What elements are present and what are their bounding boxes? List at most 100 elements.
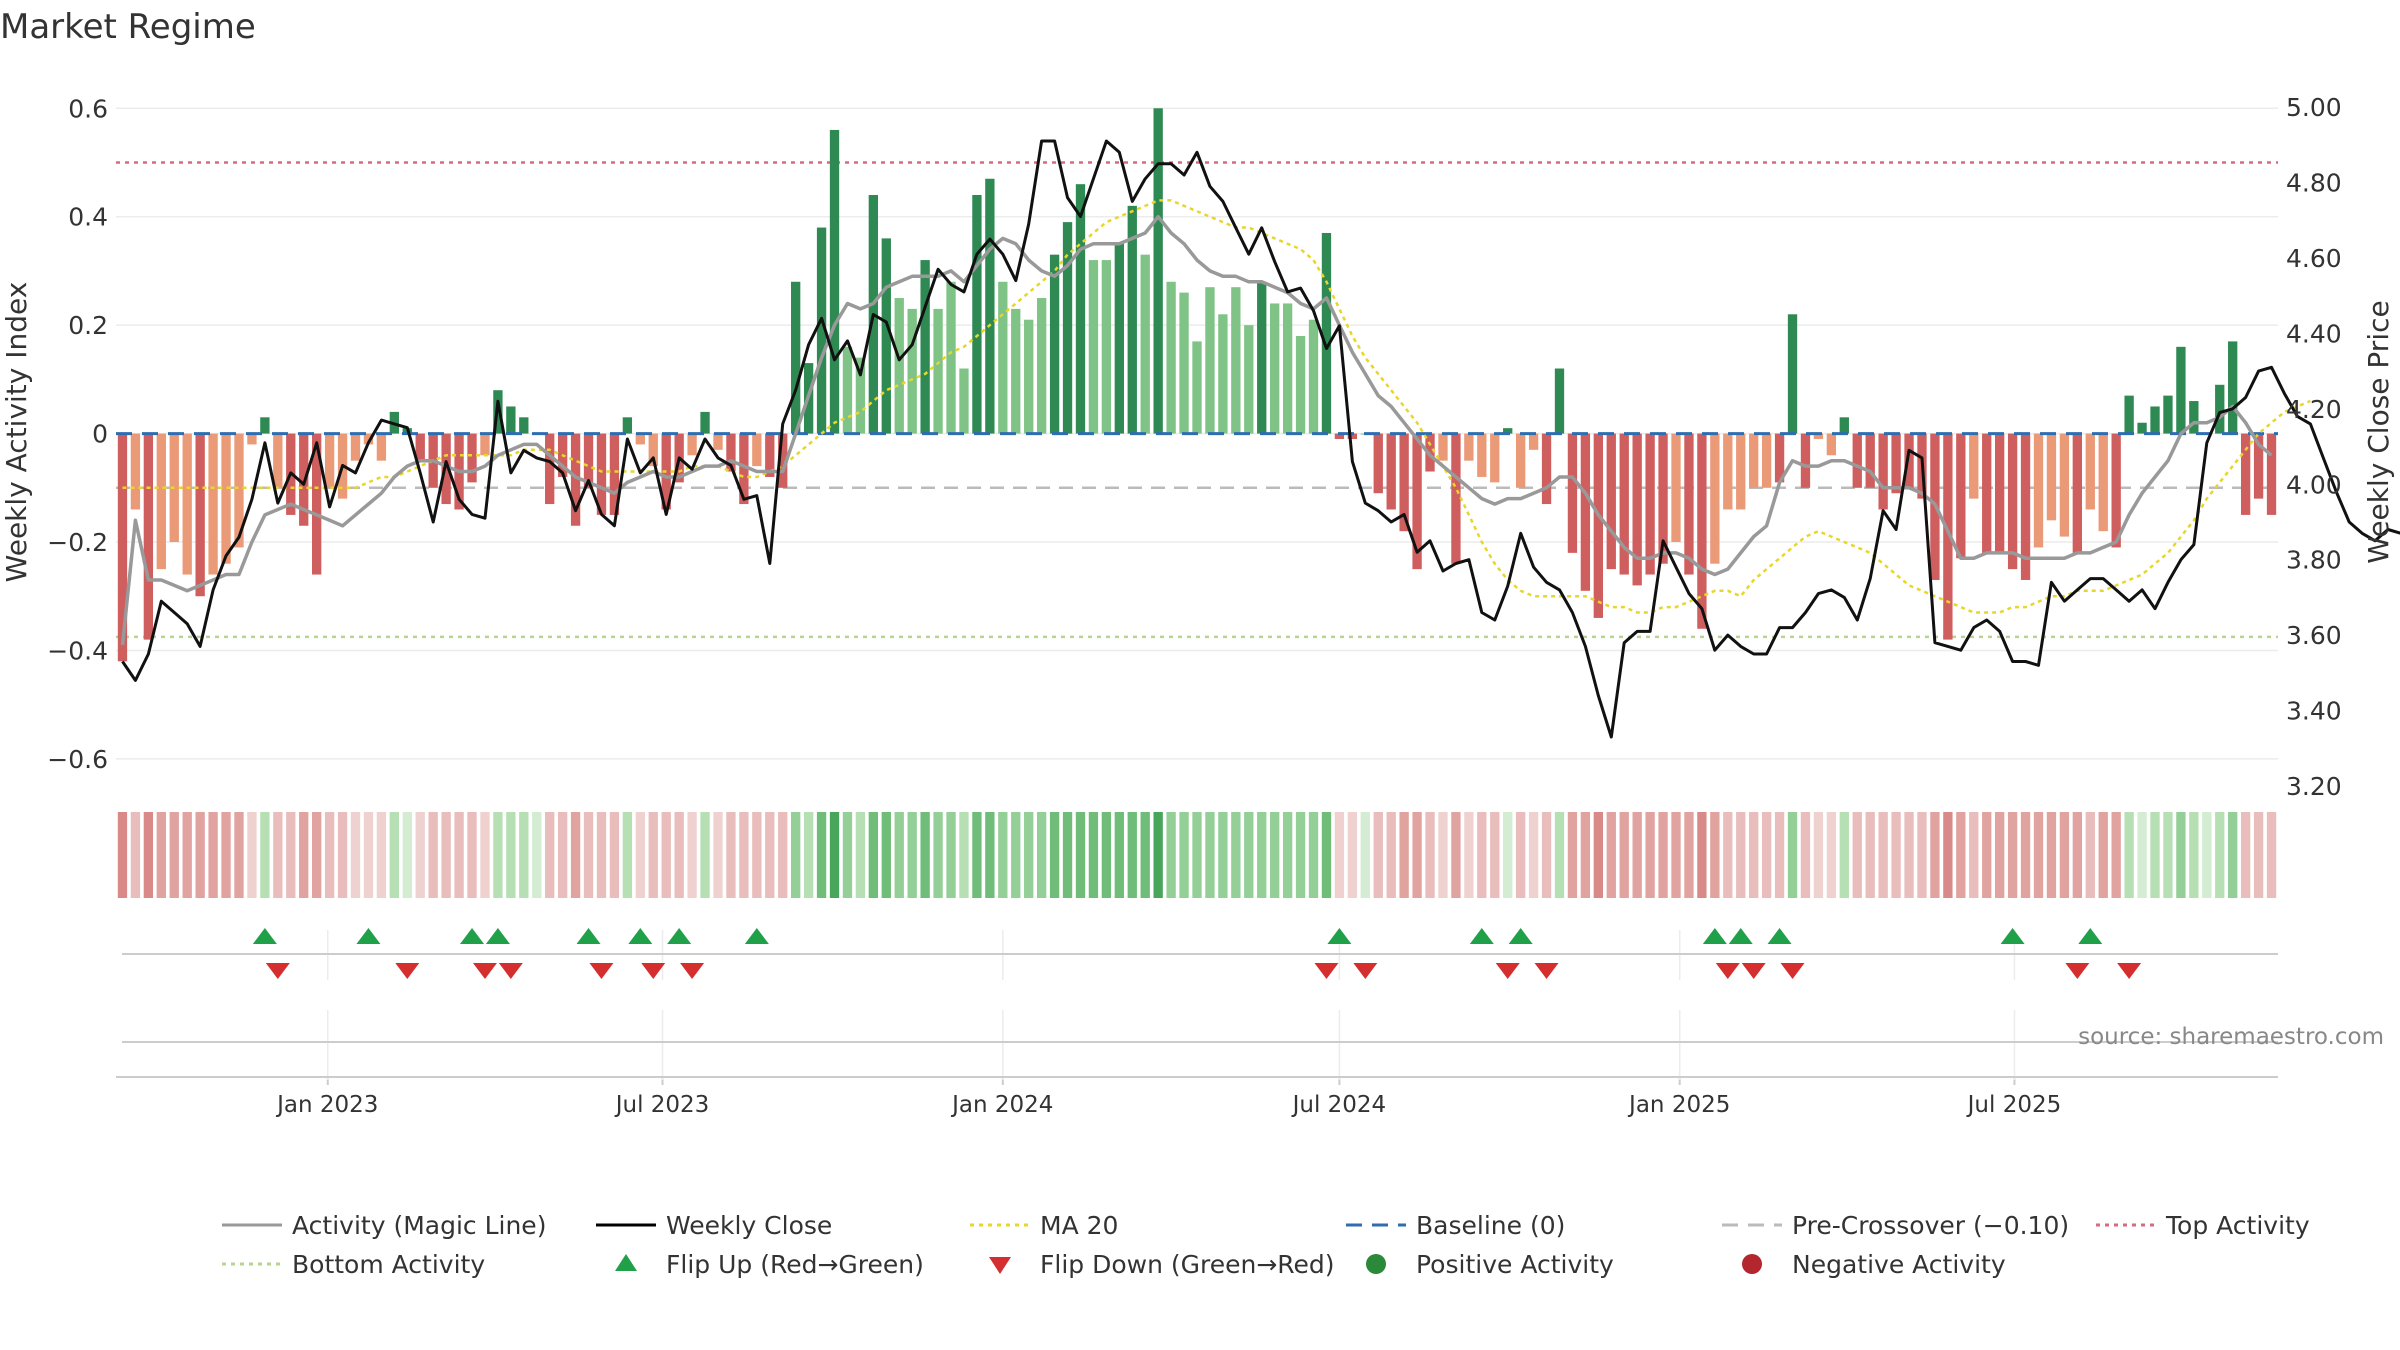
regime-strip-cell [752, 812, 762, 898]
activity-bar [985, 178, 995, 434]
activity-bar [1969, 433, 1979, 499]
y-right-tick-label: 3.40 [2286, 697, 2342, 726]
regime-strip-cell [1451, 812, 1461, 898]
legend-item: Positive Activity [1366, 1250, 1614, 1279]
regime-strip-cell [1749, 812, 1759, 898]
legend-label: Weekly Close [666, 1211, 832, 1240]
y-left-tick-label: 0 [92, 420, 108, 449]
regime-strip-cell [441, 812, 451, 898]
activity-bar [2137, 422, 2147, 434]
regime-strip-cell [1606, 812, 1616, 898]
legend-label: MA 20 [1040, 1211, 1118, 1240]
y-left-tick-label: −0.4 [47, 636, 108, 665]
regime-strip-cell [1852, 812, 1862, 898]
activity-bar [2228, 341, 2238, 434]
activity-bar [2240, 433, 2251, 515]
activity-bar [1528, 433, 1539, 450]
regime-strip-cell [480, 812, 490, 898]
regime-strip-cell [247, 812, 257, 898]
activity-bar [208, 433, 218, 575]
regime-strip-cell [2059, 812, 2070, 898]
legend-label: Activity (Magic Line) [292, 1211, 546, 1240]
flip-up-marker [2000, 928, 2025, 944]
activity-bar [1865, 433, 1875, 488]
activity-bar [350, 433, 361, 461]
legend-label: Baseline (0) [1416, 1211, 1565, 1240]
flip-down-marker [2065, 963, 2090, 979]
activity-bar [894, 298, 904, 434]
regime-strip-cell [376, 812, 387, 898]
regime-strip-cell [855, 812, 866, 898]
regime-strip-cell [726, 812, 736, 898]
activity-bar [545, 433, 555, 505]
regime-strip-cell [1257, 812, 1267, 898]
legend-label: Pre-Crossover (−0.10) [1792, 1211, 2069, 1240]
regime-strip-cell [2046, 812, 2057, 898]
regime-strip-cell [1645, 812, 1655, 898]
regime-strip-cell [2189, 812, 2199, 898]
regime-strip-cell [1244, 812, 1254, 898]
activity-bar [1295, 335, 1306, 434]
activity-bar [1062, 222, 1073, 434]
regime-strip-cell [1761, 812, 1772, 898]
activity-bar [324, 433, 335, 488]
regime-strip-cell [907, 812, 917, 898]
activity-bar [1515, 433, 1526, 488]
regime-strip-cell [1593, 812, 1603, 898]
flip-down-marker [1534, 963, 1559, 979]
regime-strip-cell [674, 812, 684, 898]
flip-down-marker [680, 963, 705, 979]
regime-strip-cell [1969, 812, 1979, 898]
regime-strip-cell [273, 812, 283, 898]
regime-strip-cell [1282, 812, 1293, 898]
activity-bar [1593, 433, 1603, 618]
regime-strip-cell [1464, 812, 1474, 898]
y-left-tick-label: −0.6 [47, 745, 108, 774]
regime-strip-cell [402, 812, 412, 898]
regime-strip-cell [2111, 812, 2121, 898]
activity-bar [1011, 308, 1021, 434]
y-right-tick-label: 5.00 [2286, 93, 2342, 122]
y-right-tick-label: 4.00 [2286, 470, 2342, 499]
flip-up-marker [2078, 928, 2103, 944]
regime-strip-cell [1723, 812, 1733, 898]
legend-swatch [1366, 1254, 1386, 1274]
regime-strip-cell [428, 812, 438, 898]
activity-bar [1904, 433, 1914, 488]
y-left-tick-label: −0.2 [47, 528, 108, 557]
activity-bar [1205, 287, 1215, 434]
regime-strip-cell [1994, 812, 2005, 898]
activity-bar [1036, 298, 1047, 434]
regime-strip-cell [609, 812, 620, 898]
regime-strip-cell [1140, 812, 1150, 898]
activity-bar [713, 433, 723, 450]
y-right-tick-label: 4.20 [2286, 395, 2342, 424]
x-tick-label: Jan 2025 [1627, 1092, 1730, 1118]
regime-strip-cell [169, 812, 179, 898]
flip-up-marker [1728, 928, 1753, 944]
activity-bar [1308, 319, 1319, 434]
regime-strip-cell [842, 812, 853, 898]
y-right-tick-label: 3.60 [2286, 621, 2342, 650]
activity-bar [2085, 433, 2095, 510]
activity-bar [1852, 433, 1862, 488]
activity-bar [1321, 232, 1332, 434]
regime-strip-cell [1036, 812, 1047, 898]
activity-bar [247, 433, 257, 445]
activity-bar [726, 433, 736, 472]
activity-bar [1632, 433, 1642, 586]
activity-bar [855, 357, 866, 434]
regime-strip-cell [156, 812, 166, 898]
flip-down-marker [1715, 963, 1740, 979]
regime-strip-cell [117, 812, 128, 898]
activity-bar [519, 417, 529, 434]
regime-strip-cell [596, 812, 607, 898]
regime-strip-cell [1710, 812, 1720, 898]
regime-strip-cell [1321, 812, 1332, 898]
regime-strip-cell [454, 812, 464, 898]
regime-strip-cell [493, 812, 503, 898]
activity-bar [376, 433, 387, 461]
regime-strip-cell [998, 812, 1008, 898]
regime-strip-cell [1024, 812, 1034, 898]
